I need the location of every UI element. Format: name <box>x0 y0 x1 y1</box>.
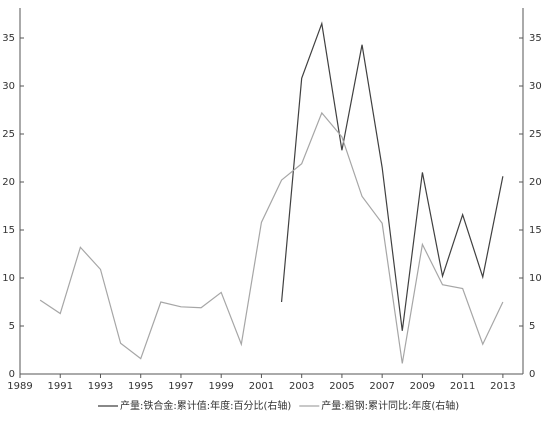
y-tick-label: 35 <box>2 33 15 44</box>
x-tick-label: 1993 <box>88 381 113 392</box>
y-tick-label: 0 <box>9 369 15 380</box>
y-tick-label: 25 <box>2 129 15 140</box>
y-tick-label: 5 <box>9 321 15 332</box>
y-tick-label: 30 <box>2 81 15 92</box>
legend-label: 产量:粗钢:累计同比:年度(右轴) <box>321 399 459 412</box>
y-tick-label: 20 <box>2 177 15 188</box>
y-tick-label: 15 <box>2 225 15 236</box>
y2-tick-label: 30 <box>529 81 542 92</box>
x-tick-label: 1991 <box>48 381 73 392</box>
y2-tick-label: 10 <box>529 273 542 284</box>
x-tick-label: 1995 <box>128 381 153 392</box>
x-tick-label: 2011 <box>450 381 475 392</box>
y2-tick-label: 20 <box>529 177 542 188</box>
x-tick-label: 1989 <box>7 381 32 392</box>
x-tick-label: 1999 <box>208 381 233 392</box>
x-tick-label: 1997 <box>168 381 193 392</box>
x-tick-label: 2001 <box>249 381 274 392</box>
series-line <box>39 111 504 364</box>
x-tick-label: 2009 <box>410 381 435 392</box>
x-tick-label: 2003 <box>289 381 314 392</box>
x-tick-label: 2007 <box>369 381 394 392</box>
x-tick-label: 2005 <box>329 381 354 392</box>
y2-tick-label: 15 <box>529 225 542 236</box>
series-line <box>280 21 504 331</box>
y2-tick-label: 5 <box>529 321 535 332</box>
x-tick-label: 2013 <box>490 381 515 392</box>
y-tick-label: 10 <box>2 273 15 284</box>
y2-tick-label: 25 <box>529 129 542 140</box>
legend-label: 产量:铁合金:累计值:年度:百分比(右轴) <box>120 399 291 412</box>
y2-tick-label: 0 <box>529 369 535 380</box>
y2-tick-label: 35 <box>529 33 542 44</box>
